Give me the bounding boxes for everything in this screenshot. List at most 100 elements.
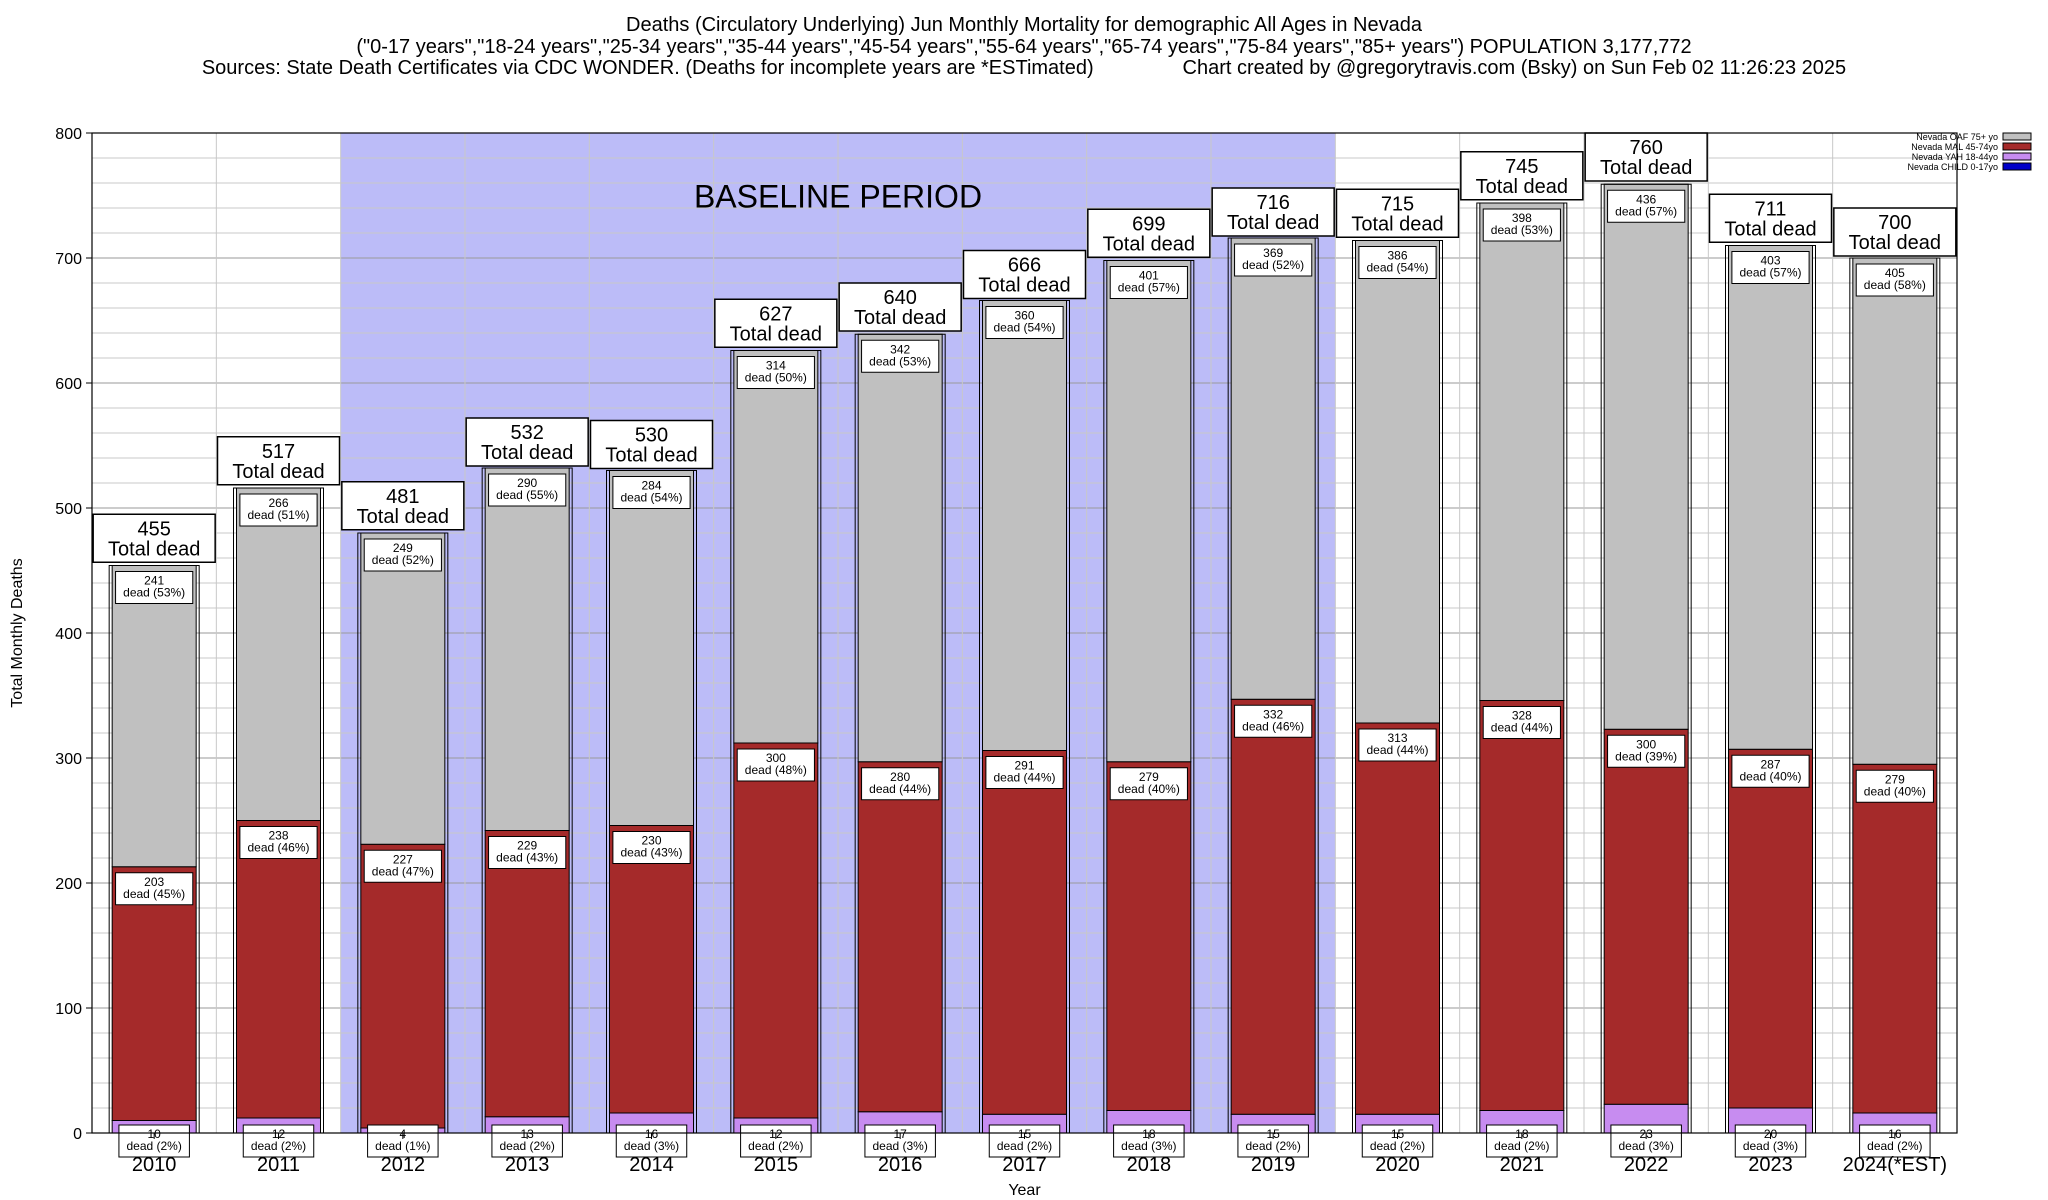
x-tick-label: 2020 [1375, 1154, 1420, 1176]
label-yah-2018-caption: dead (3%) [1121, 1139, 1176, 1153]
bar-oaf-2021 [1479, 202, 1565, 701]
x-tick-label: 2011 [257, 1154, 300, 1176]
y-tick-label: 100 [55, 1001, 82, 1018]
label-oaf-2023-caption: dead (57%) [1739, 266, 1801, 280]
legend-label: Nevada YAH 18-44yo [1912, 152, 1998, 162]
bar-mal-2021 [1479, 700, 1565, 1111]
label-oaf-2015-value: 314 [766, 359, 786, 373]
bar-oaf-2014 [609, 470, 694, 826]
label-total-2014-value: 530 [635, 425, 668, 447]
label-mal-2010-box [115, 872, 194, 906]
y-tick-label: 200 [55, 876, 82, 893]
bar-oaf-2019 [1230, 237, 1316, 700]
bar-mal-2020 [1355, 722, 1440, 1115]
label-oaf-2013-box [488, 473, 567, 507]
label-total-2015-caption: Total dead [730, 323, 822, 345]
label-yah-2021-caption: dead (2%) [1494, 1139, 1549, 1153]
y-tick-label: 500 [55, 501, 82, 518]
label-oaf-2022-value: 436 [1636, 192, 1656, 206]
label-mal-2014-caption: dead (43%) [620, 846, 682, 860]
legend-label: Nevada MAL 45-74yo [1911, 142, 1998, 152]
bar-mal-2013 [484, 830, 570, 1118]
bar-mal-2024(*EST) [1852, 763, 1938, 1114]
bar-mal-2011 [236, 820, 321, 1119]
label-total-2022-value: 760 [1629, 137, 1662, 159]
bar-oaf-2013 [484, 467, 570, 831]
bar-mal-2012 [360, 843, 446, 1129]
label-total-2019-caption: Total dead [1227, 212, 1319, 234]
label-mal-2014-value: 230 [641, 834, 661, 848]
label-mal-2024(*EST)-box [1855, 769, 1934, 803]
bar-oaf-2010 [111, 565, 197, 868]
label-total-2022-caption: Total dead [1600, 157, 1692, 179]
label-oaf-2024(*EST)-box [1855, 263, 1934, 297]
label-oaf-2019-value: 369 [1263, 246, 1283, 260]
label-mal-2014-box [612, 831, 691, 864]
bar-oaf-2024(*EST) [1852, 257, 1938, 765]
label-total-2016-box [838, 282, 962, 332]
label-yah-2022-box [1610, 1124, 1682, 1158]
label-oaf-2012-caption: dead (52%) [372, 553, 434, 567]
bar-mal-2015 [733, 742, 819, 1119]
bar-mal-2014 [609, 825, 694, 1114]
label-yah-2014-caption: dead (3%) [624, 1139, 679, 1153]
label-total-2024(*EST)-box [1833, 207, 1957, 257]
label-yah-2015-caption: dead (2%) [748, 1139, 803, 1153]
label-total-2012-value: 481 [386, 486, 419, 508]
label-mal-2023-value: 287 [1760, 757, 1780, 771]
label-oaf-2014-caption: dead (54%) [620, 491, 682, 505]
label-mal-2021-box [1482, 706, 1561, 739]
label-yah-2011-caption: dead (2%) [251, 1139, 306, 1153]
label-total-2010-caption: Total dead [108, 538, 200, 560]
label-oaf-2020-value: 386 [1387, 249, 1407, 263]
label-mal-2010-value: 203 [144, 875, 164, 889]
chart-subtitle-demographics: ("0-17 years","18-24 years","25-34 years… [356, 36, 1692, 58]
label-oaf-2017-value: 360 [1014, 309, 1034, 323]
y-tick-label: 400 [55, 626, 82, 643]
label-mal-2011-value: 238 [268, 829, 288, 843]
label-total-2016-value: 640 [883, 287, 916, 309]
bar-mal-2023 [1728, 748, 1813, 1109]
bar-oaf-2022 [1603, 183, 1689, 730]
label-mal-2023-caption: dead (40%) [1739, 769, 1801, 783]
label-total-2018-box [1087, 208, 1211, 258]
label-mal-2021-caption: dead (44%) [1491, 721, 1553, 735]
x-tick-label: 2012 [381, 1154, 426, 1176]
label-mal-2011-caption: dead (46%) [247, 841, 309, 855]
bar-mal-2018 [1106, 761, 1192, 1111]
label-yah-2017-box [988, 1124, 1061, 1158]
x-tick-label: 2014 [629, 1154, 674, 1176]
legend-label: Nevada OAF 75+ yo [1916, 132, 1998, 142]
label-oaf-2011-box [239, 493, 318, 527]
bar-mal-2017 [982, 750, 1067, 1115]
label-total-2017-box [962, 249, 1087, 300]
label-mal-2020-caption: dead (44%) [1366, 743, 1428, 757]
label-total-2015-box [714, 298, 838, 348]
bar-oaf-2011 [236, 487, 321, 821]
label-total-2021-box [1460, 151, 1584, 201]
label-oaf-2021-caption: dead (53%) [1491, 223, 1553, 237]
x-tick-label: 2022 [1624, 1154, 1669, 1176]
label-oaf-2015-box [736, 356, 815, 389]
